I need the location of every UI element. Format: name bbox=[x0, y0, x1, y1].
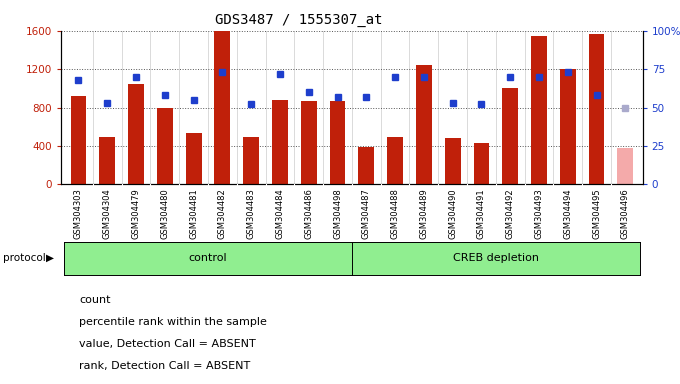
Text: percentile rank within the sample: percentile rank within the sample bbox=[79, 317, 267, 327]
Bar bbox=[531, 36, 547, 184]
Bar bbox=[416, 65, 432, 184]
Text: GSM304498: GSM304498 bbox=[333, 188, 342, 239]
Text: GSM304494: GSM304494 bbox=[563, 188, 573, 239]
Text: GSM304304: GSM304304 bbox=[103, 188, 112, 239]
Bar bbox=[445, 138, 460, 184]
Text: GSM304489: GSM304489 bbox=[420, 188, 428, 239]
Text: count: count bbox=[79, 295, 110, 305]
Text: GSM304479: GSM304479 bbox=[131, 188, 141, 239]
Text: GSM304482: GSM304482 bbox=[218, 188, 227, 239]
Text: GSM304303: GSM304303 bbox=[74, 188, 83, 239]
Bar bbox=[157, 108, 173, 184]
Text: GSM304480: GSM304480 bbox=[160, 188, 169, 239]
Text: protocol: protocol bbox=[3, 253, 46, 263]
Bar bbox=[358, 147, 374, 184]
Text: ▶: ▶ bbox=[46, 253, 54, 263]
Bar bbox=[503, 88, 518, 184]
Text: GSM304484: GSM304484 bbox=[275, 188, 284, 239]
Text: control: control bbox=[188, 253, 227, 263]
Bar bbox=[243, 137, 259, 184]
Text: value, Detection Call = ABSENT: value, Detection Call = ABSENT bbox=[79, 339, 256, 349]
Text: rank, Detection Call = ABSENT: rank, Detection Call = ABSENT bbox=[79, 361, 250, 371]
Text: GSM304481: GSM304481 bbox=[189, 188, 198, 239]
Bar bbox=[301, 101, 317, 184]
Text: GSM304488: GSM304488 bbox=[390, 188, 400, 239]
Bar bbox=[473, 143, 490, 184]
Text: GSM304487: GSM304487 bbox=[362, 188, 371, 239]
Text: GSM304492: GSM304492 bbox=[506, 188, 515, 239]
Bar bbox=[560, 69, 576, 184]
Text: GSM304483: GSM304483 bbox=[247, 188, 256, 239]
Bar bbox=[71, 96, 86, 184]
Text: GSM304490: GSM304490 bbox=[448, 188, 457, 239]
Text: GSM304496: GSM304496 bbox=[621, 188, 630, 239]
Bar bbox=[186, 134, 201, 184]
Text: GSM304486: GSM304486 bbox=[304, 188, 313, 239]
Bar bbox=[387, 137, 403, 184]
Text: CREB depletion: CREB depletion bbox=[453, 253, 539, 263]
Bar bbox=[214, 31, 231, 184]
Text: GSM304493: GSM304493 bbox=[534, 188, 543, 239]
Bar bbox=[272, 100, 288, 184]
Bar bbox=[617, 148, 633, 184]
Bar bbox=[99, 137, 115, 184]
Text: GDS3487 / 1555307_at: GDS3487 / 1555307_at bbox=[216, 13, 383, 27]
Bar bbox=[128, 84, 144, 184]
Text: GSM304495: GSM304495 bbox=[592, 188, 601, 239]
Bar bbox=[589, 33, 605, 184]
Bar bbox=[330, 101, 345, 184]
Text: GSM304491: GSM304491 bbox=[477, 188, 486, 239]
